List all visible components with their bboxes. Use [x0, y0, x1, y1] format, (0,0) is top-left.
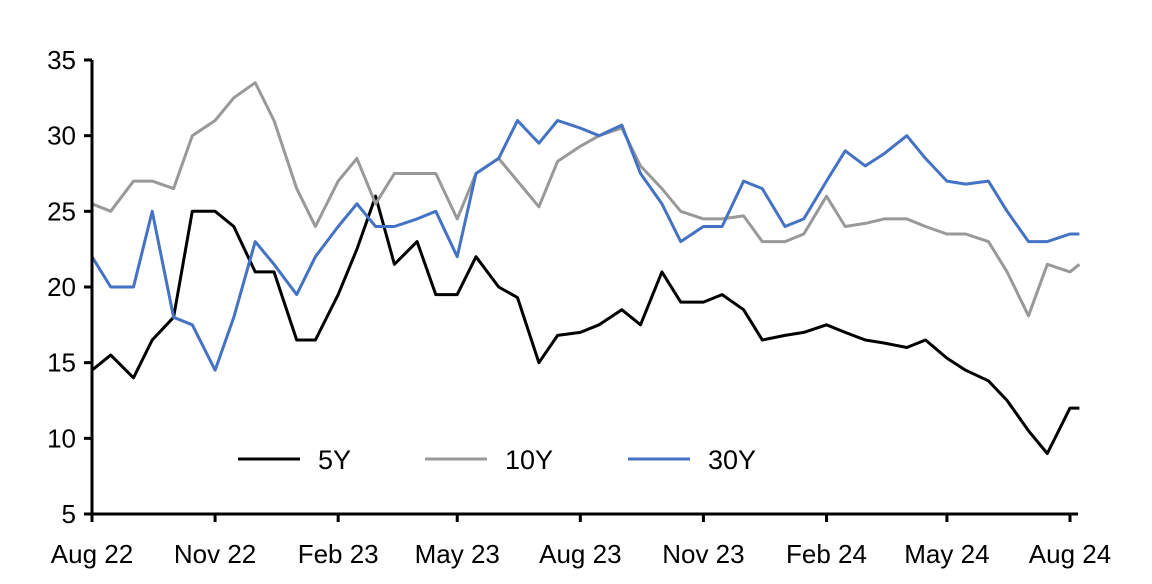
y-tick-label: 10 — [47, 423, 76, 453]
series-line-10y — [91, 81, 1081, 318]
x-tick-label: Nov 23 — [662, 539, 744, 569]
x-tick-label: Aug 23 — [539, 539, 621, 569]
x-tick-label: May 24 — [904, 539, 989, 569]
legend-item-30y: 30Y — [628, 445, 756, 475]
x-tick-label: Aug 24 — [1029, 539, 1111, 569]
y-tick-label: 5 — [62, 499, 76, 529]
y-tick-label: 20 — [47, 272, 76, 302]
legend: 5Y 10Y 30Y — [238, 445, 756, 475]
series-line-30y — [90, 119, 1080, 372]
y-tick-label: 30 — [47, 121, 76, 151]
axes: 5 10 15 20 25 30 35 Aug 22 Nov 22 Feb 23 May 23 Aug… — [47, 45, 1111, 569]
x-tick-label: Nov 22 — [174, 539, 256, 569]
legend-item-5y: 5Y — [238, 445, 351, 475]
series-line-5y — [91, 194, 1080, 455]
y-tick-label: 35 — [47, 45, 76, 75]
legend-label: 30Y — [708, 445, 756, 475]
y-tick-label: 25 — [47, 196, 76, 226]
legend-item-10y: 10Y — [425, 445, 553, 475]
legend-label: 5Y — [318, 445, 351, 475]
x-tick-label: Feb 24 — [786, 539, 867, 569]
series-layer — [90, 81, 1081, 455]
x-tick-label: Feb 23 — [298, 539, 379, 569]
legend-label: 10Y — [505, 445, 553, 475]
y-tick-label: 15 — [47, 348, 76, 378]
x-tick-label: Aug 22 — [51, 539, 133, 569]
x-tick-label: May 23 — [415, 539, 500, 569]
